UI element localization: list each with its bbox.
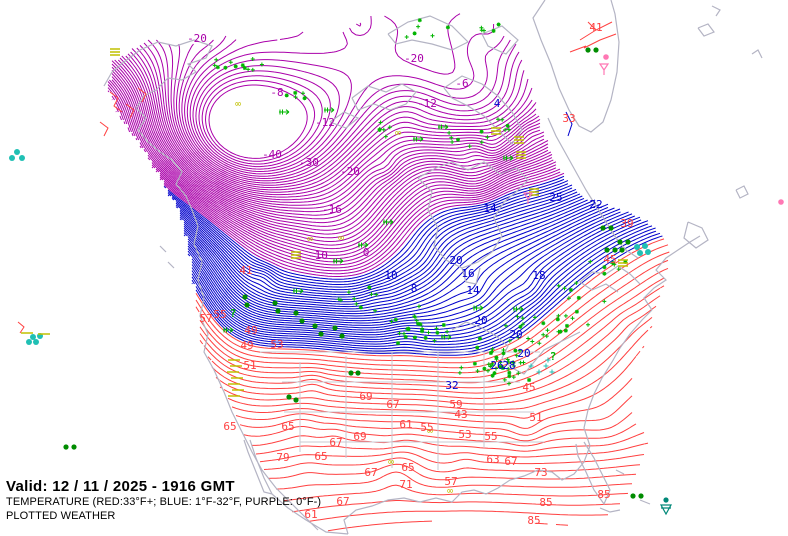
- snow-symbols-layer: [212, 18, 628, 386]
- island-fragments-layer: [159, 5, 763, 513]
- contour-label: 22: [589, 198, 602, 211]
- contour-label: 55: [484, 430, 497, 443]
- contour-label: 55: [420, 421, 433, 434]
- contour-label: 65: [281, 420, 294, 433]
- contour-label: 33: [562, 112, 575, 125]
- contour-label: 67: [504, 455, 517, 468]
- contour-label: 18: [532, 269, 545, 282]
- haze-symbol: ∞: [447, 486, 453, 497]
- plotted-weather-label: PLOTTED WEATHER: [6, 510, 116, 523]
- contour-label: 73: [534, 466, 547, 479]
- contour-label: 63: [486, 453, 499, 466]
- contour-label: 67: [364, 466, 377, 479]
- contour-label: 69: [359, 390, 372, 403]
- contour-label: 20: [509, 328, 522, 341]
- contour-label: 59: [449, 398, 462, 411]
- yellow-symbols-layer: ∞ ∞ ∞ ∞ ∞ ∞ ∞: [21, 48, 628, 497]
- contour-label: ?: [230, 307, 237, 320]
- wind-arrow-symbols-layer: [223, 107, 524, 340]
- teal-dot-symbols-layer: [9, 149, 651, 375]
- contour-label: 51: [243, 359, 256, 372]
- contour-label: 79: [276, 451, 289, 464]
- haze-symbol: ∞: [427, 426, 433, 437]
- contour-label: 10: [384, 269, 397, 282]
- contour-label: 61: [399, 418, 412, 431]
- contour-label: 43: [454, 408, 467, 421]
- contour-label: 25: [549, 191, 562, 204]
- contour-label: 71: [399, 478, 412, 491]
- contour-label: 4: [494, 97, 501, 110]
- contour-label: 65: [401, 461, 414, 474]
- contour-label: -12: [315, 116, 335, 129]
- haze-symbol: ∞: [235, 99, 241, 110]
- contour-label: -16: [322, 203, 342, 216]
- contour-label: 20: [517, 347, 530, 360]
- station-triangle-symbol: [659, 497, 673, 516]
- contour-label: -40: [262, 148, 282, 161]
- contour-layer-purple: [107, 13, 565, 277]
- temperature-legend-label: TEMPERATURE (RED:33°F+; BLUE: 1°F-32°F, …: [6, 495, 322, 508]
- contour-label: 53: [458, 428, 471, 441]
- contour-label: 57: [444, 475, 457, 488]
- contour-label: 32: [445, 379, 458, 392]
- contour-label: 20: [449, 254, 462, 267]
- contour-label: -12: [417, 97, 437, 110]
- contour-label: 8: [411, 282, 418, 295]
- state-borders-layer: [260, 351, 544, 470]
- contour-label: 49: [244, 324, 257, 337]
- contour-label: -20: [187, 32, 207, 45]
- contour-labels-layer: -40-30-20-20-20-16-12-12-10-8-6041420161…: [187, 21, 634, 527]
- contour-label: -20: [340, 165, 360, 178]
- contour-label: -20: [404, 52, 424, 65]
- pink-symbols-layer: [522, 54, 784, 205]
- contour-label: 26: [490, 359, 503, 372]
- contour-label: 67: [329, 436, 342, 449]
- contour-label: 49: [240, 339, 253, 352]
- haze-symbol: ∞: [395, 128, 401, 139]
- contour-label: 65: [314, 450, 327, 463]
- caption-block: Valid: 12 / 11 / 2025 - 1916 GMT TEMPERA…: [6, 479, 321, 523]
- haze-symbol: ∞: [307, 234, 313, 245]
- blue-fragments-layer: [565, 111, 573, 137]
- contour-label: 14: [466, 284, 480, 297]
- contour-label: -8: [270, 86, 283, 99]
- contour-label: -10: [308, 249, 328, 262]
- haze-symbol: ∞: [338, 233, 344, 244]
- valid-time-label: Valid: 12 / 11 / 2025 - 1916 GMT: [6, 478, 235, 495]
- contour-label: 14: [483, 202, 497, 215]
- coastline-layer: [103, 0, 709, 535]
- contour-label: 41: [239, 264, 252, 277]
- haze-symbol: ∞: [388, 457, 394, 468]
- contour-label: 51: [529, 411, 542, 424]
- contour-label: 57: [199, 312, 212, 325]
- contour-label: 20: [474, 314, 487, 327]
- contour-label: 69: [353, 430, 366, 443]
- contour-label: -30: [299, 156, 319, 169]
- contour-label: 67: [386, 398, 399, 411]
- contour-label: ?: [550, 350, 557, 363]
- contour-label: 45: [603, 253, 616, 266]
- contour-label: 0: [363, 246, 370, 259]
- red-fragments-layer: [17, 21, 617, 334]
- contour-label: 85: [527, 514, 540, 527]
- green-dot-symbols-layer: [63, 47, 644, 499]
- contour-label: 45: [522, 381, 535, 394]
- contour-label: 28: [502, 359, 515, 372]
- contour-label: 16: [461, 267, 474, 280]
- contour-label: 53: [270, 338, 283, 351]
- contour-label: 85: [597, 488, 610, 501]
- contour-label: -6: [455, 77, 468, 90]
- contour-label: 85: [539, 496, 552, 509]
- contour-label: 55: [213, 308, 226, 321]
- contour-label: 61: [304, 508, 317, 521]
- contour-label: 65: [223, 420, 236, 433]
- contour-label: 41: [589, 21, 602, 34]
- contour-label: 39: [620, 217, 633, 230]
- contour-label: 67: [336, 495, 349, 508]
